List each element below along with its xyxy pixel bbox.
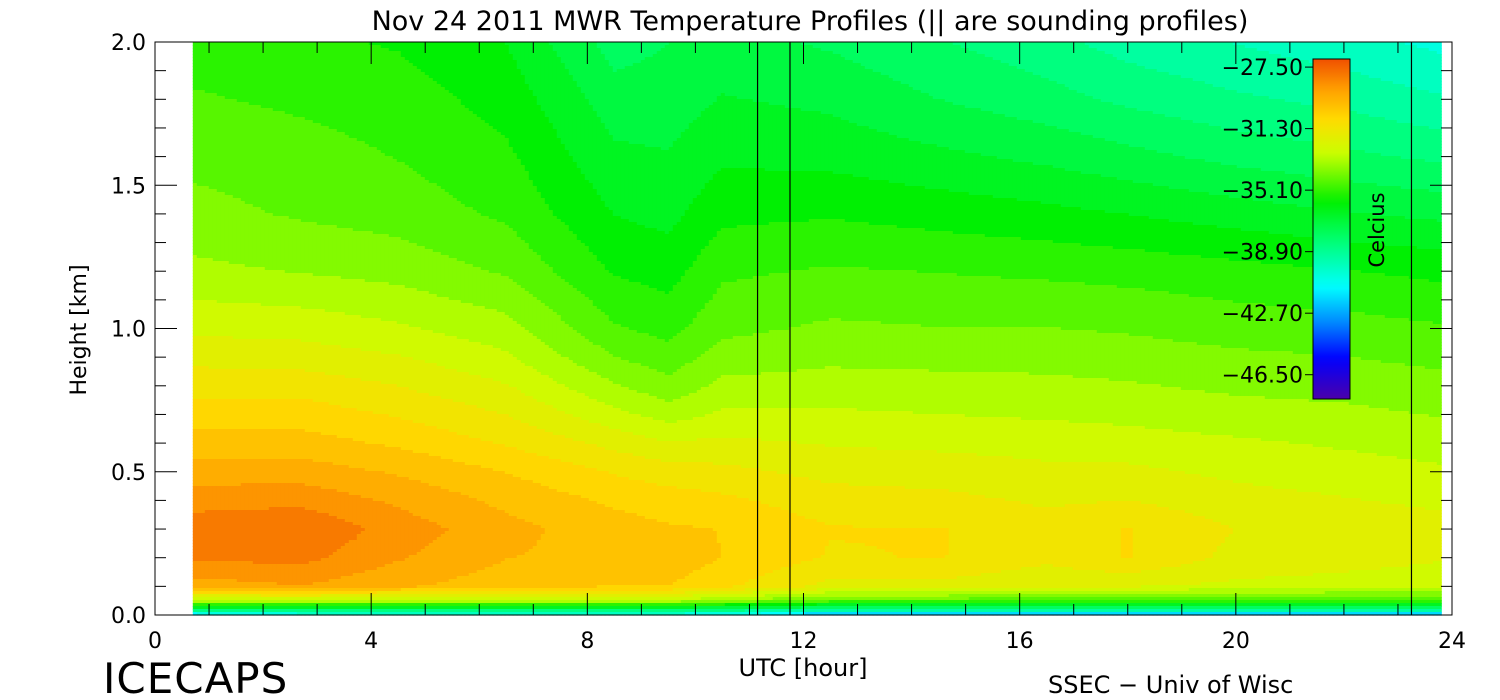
- chart-title: Nov 24 2011 MWR Temperature Profiles (||…: [372, 6, 1249, 37]
